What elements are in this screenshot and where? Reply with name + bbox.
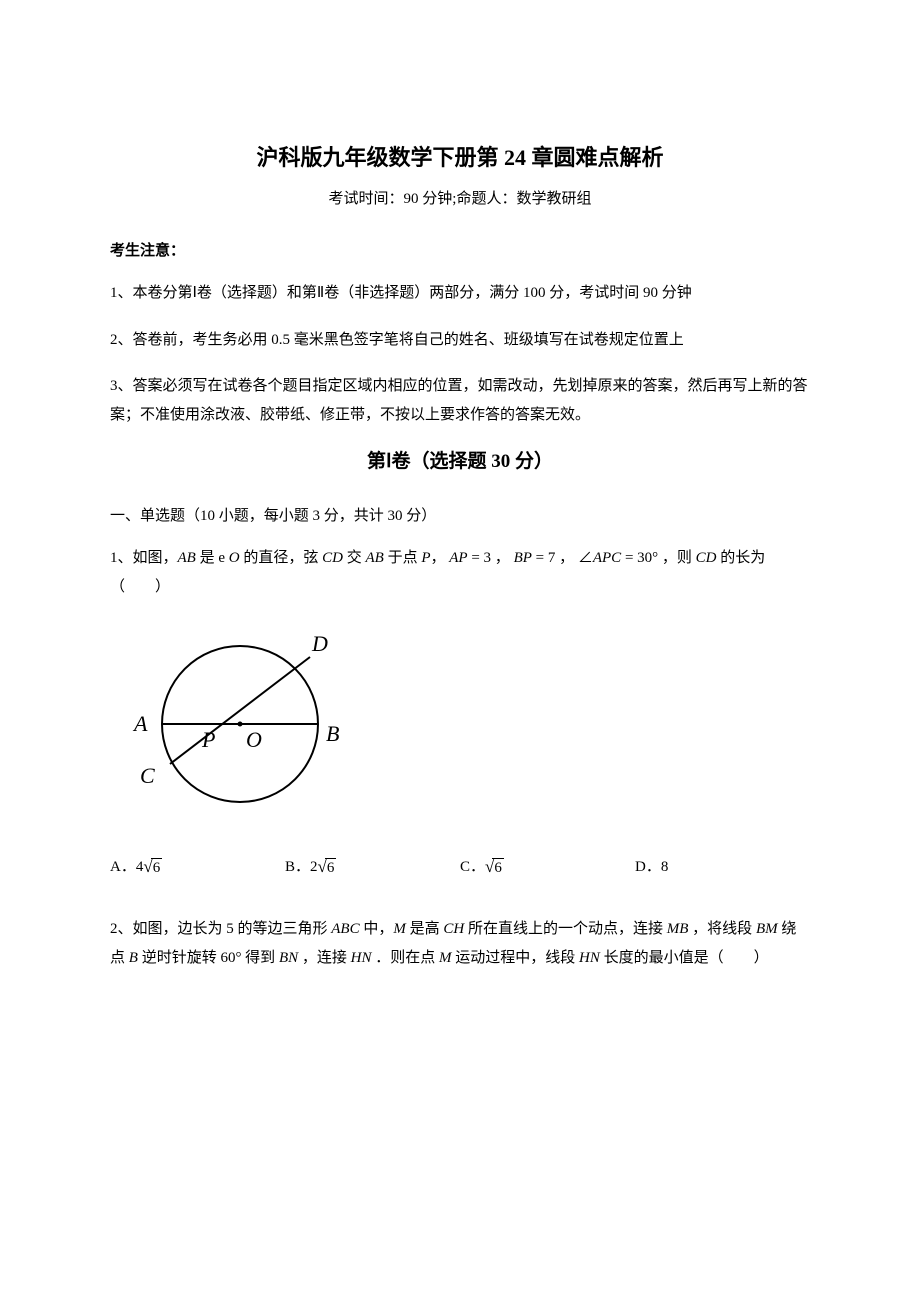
q2-text-q: ．则在点 xyxy=(371,950,439,966)
q2-mb: MB xyxy=(667,921,689,937)
q2-text-i: ，将线段 xyxy=(688,921,756,937)
q1-text-a: 1、如图， xyxy=(110,550,178,566)
q1-apc: APC xyxy=(593,550,621,566)
opt-b-rad: 6 xyxy=(325,858,337,877)
opt-c-label: C． xyxy=(460,855,485,879)
q2-text-c: 中， xyxy=(360,921,394,937)
q2-ch: CH xyxy=(443,921,464,937)
sqrt-icon: √6 xyxy=(318,858,337,877)
label-c: C xyxy=(140,763,155,788)
q1-o: O xyxy=(229,550,240,566)
q1-text-e: 的直径，弦 xyxy=(240,550,323,566)
q2-bm: BM xyxy=(756,921,778,937)
label-d: D xyxy=(311,631,328,656)
q2-text-u: 长度的最小值是（ ） xyxy=(600,950,769,966)
q2-b: B xyxy=(129,950,138,966)
q1-p: P xyxy=(421,550,430,566)
q2-text-s: 运动过程中，线段 xyxy=(451,950,579,966)
q2-abc: ABC xyxy=(331,921,359,937)
label-a: A xyxy=(132,711,148,736)
notice-1: 1、本卷分第Ⅰ卷（选择题）和第Ⅱ卷（非选择题）两部分，满分 100 分，考试时间… xyxy=(110,279,810,308)
question-1: 1、如图，AB 是 e O 的直径，弦 CD 交 AB 于点 P， AP = 3… xyxy=(110,544,810,601)
opt-b-coef: 2 xyxy=(310,855,318,879)
q2-bn: BN xyxy=(279,950,298,966)
label-p: P xyxy=(201,727,215,752)
q1-text-m: = 3 ， xyxy=(468,550,514,566)
question-2: 2、如图，边长为 5 的等边三角形 ABC 中，M 是高 CH 所在直线上的一个… xyxy=(110,915,810,972)
question-1-figure: D A B C P O xyxy=(120,619,810,827)
page-root: 沪科版九年级数学下册第 24 章圆难点解析 考试时间：90 分钟;命题人：数学教… xyxy=(0,0,920,1302)
q1-text-g: 交 xyxy=(343,550,366,566)
circle-diagram-svg: D A B C P O xyxy=(120,619,350,819)
opt-c-rad: 6 xyxy=(492,858,504,877)
opt-b-label: B． xyxy=(285,855,310,879)
q1-text-q: = 30° ，则 xyxy=(621,550,695,566)
q1-text-c: 是 e xyxy=(196,550,229,566)
page-subtitle: 考试时间：90 分钟;命题人：数学教研组 xyxy=(110,187,810,211)
line-cd xyxy=(170,657,310,764)
q2-m: M xyxy=(393,921,406,937)
notice-3: 3、答案必须写在试卷各个题目指定区域内相应的位置，如需改动，先划掉原来的答案，然… xyxy=(110,372,810,429)
question-1-options: A． 4 √6 B． 2 √6 C． √6 D．8 xyxy=(110,855,810,879)
q1-text-i: 于点 xyxy=(384,550,422,566)
notice-head: 考生注意： xyxy=(110,239,810,263)
option-c: C． √6 xyxy=(460,855,635,879)
q2-text-o: ，连接 xyxy=(298,950,351,966)
part1-head: 第Ⅰ卷（选择题 30 分） xyxy=(110,447,810,477)
q1-text-o: = 7 ， ∠ xyxy=(532,550,593,566)
q2-text-g: 所在直线上的一个动点，连接 xyxy=(464,921,667,937)
opt-a-label: A． xyxy=(110,855,136,879)
opt-d-label: D．8 xyxy=(635,855,668,879)
point-o xyxy=(238,722,243,727)
option-b: B． 2 √6 xyxy=(285,855,460,879)
option-d: D．8 xyxy=(635,855,810,879)
opt-a-rad: 6 xyxy=(151,858,163,877)
q2-text-m: 逆时针旋转 60° 得到 xyxy=(138,950,279,966)
q1-ab: AB xyxy=(178,550,196,566)
option-a: A． 4 √6 xyxy=(110,855,285,879)
q1-text-k: ， xyxy=(431,550,450,566)
q2-hn: HN xyxy=(351,950,372,966)
sqrt-icon: √6 xyxy=(143,858,162,877)
q1-ap: AP xyxy=(449,550,467,566)
sqrt-icon: √6 xyxy=(485,858,504,877)
q2-hn2: HN xyxy=(579,950,600,966)
q1-ab2: AB xyxy=(365,550,383,566)
label-b: B xyxy=(326,721,339,746)
section-a-head: 一、单选题（10 小题，每小题 3 分，共计 30 分） xyxy=(110,502,810,531)
q2-text-a: 2、如图，边长为 5 的等边三角形 xyxy=(110,921,331,937)
q1-cd2: CD xyxy=(696,550,717,566)
q2-m2: M xyxy=(439,950,452,966)
q1-cd: CD xyxy=(322,550,343,566)
q1-bp: BP xyxy=(514,550,532,566)
q2-text-e: 是高 xyxy=(406,921,444,937)
page-title: 沪科版九年级数学下册第 24 章圆难点解析 xyxy=(110,140,810,175)
opt-a-coef: 4 xyxy=(136,855,144,879)
label-o-text: O xyxy=(246,727,262,752)
notice-2: 2、答卷前，考生务必用 0.5 毫米黑色签字笔将自己的姓名、班级填写在试卷规定位… xyxy=(110,326,810,355)
